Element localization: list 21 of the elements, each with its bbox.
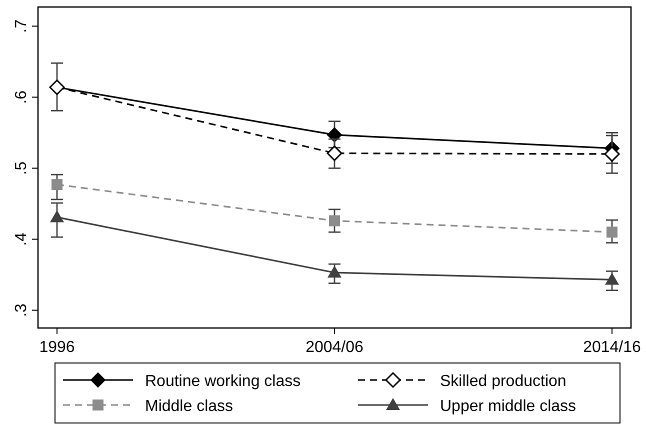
point <box>606 226 618 238</box>
point <box>326 146 342 162</box>
point <box>328 266 342 278</box>
x-tick-label: 1996 <box>39 339 75 356</box>
x-tick-label: 2004/06 <box>306 339 364 356</box>
point <box>604 146 620 162</box>
y-tick-label: .7 <box>13 19 30 33</box>
y-tick-label: .3 <box>13 303 30 317</box>
point <box>52 179 62 190</box>
y-tick-label: .6 <box>13 90 30 104</box>
x-tick-label: 2014/16 <box>583 339 642 356</box>
legend-label: Middle class <box>145 398 234 415</box>
y-tick-label: .5 <box>13 161 30 175</box>
legend-label: Routine working class <box>145 373 301 390</box>
point <box>327 127 342 142</box>
point <box>50 210 64 222</box>
legend-label: Skilled production <box>440 373 566 390</box>
point <box>605 272 619 285</box>
y-tick-label: .4 <box>13 232 30 246</box>
legend-label: Upper middle class <box>440 398 576 415</box>
point <box>329 215 340 226</box>
